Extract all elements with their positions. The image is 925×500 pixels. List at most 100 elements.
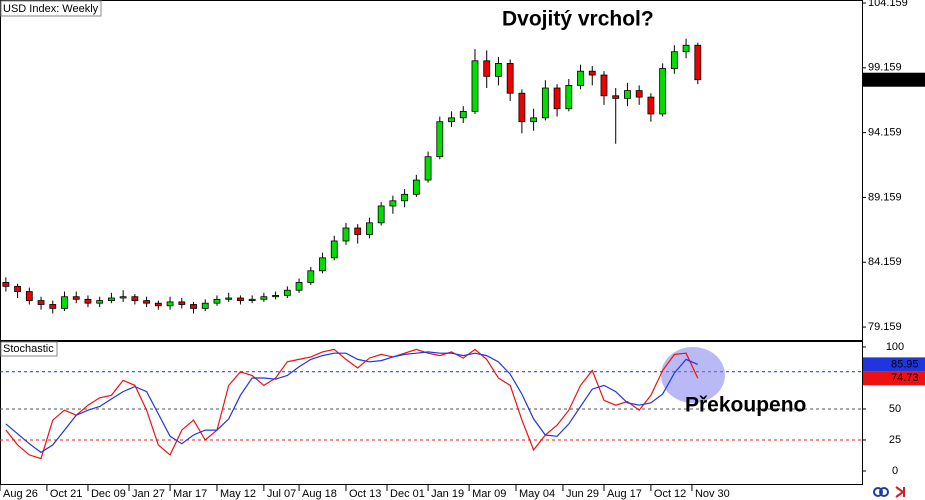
candle-body <box>166 301 174 307</box>
y-tick-label: 100 <box>886 341 904 353</box>
candle-body <box>225 297 233 300</box>
candle-body <box>600 74 608 97</box>
value-marker <box>863 371 925 386</box>
candle-body <box>495 62 502 77</box>
title-box <box>0 0 102 17</box>
candle-body <box>647 96 655 115</box>
candle-body <box>694 44 702 81</box>
candle-body <box>143 300 150 304</box>
annotation: Překoupeno <box>685 394 806 417</box>
toolbar-icons <box>873 486 905 498</box>
x-tick-label: Jan 19 <box>431 488 464 500</box>
panel-title: Stochastic <box>3 343 54 355</box>
candle-body <box>518 92 526 123</box>
x-tick-label: Nov 30 <box>695 488 730 500</box>
candle-body <box>624 90 631 99</box>
candle-body <box>659 68 667 115</box>
x-tick-label: Aug 18 <box>302 488 337 500</box>
x-tick-label: Mar 09 <box>472 488 506 500</box>
stochastic-line <box>5 348 699 460</box>
x-tick-label: May 04 <box>519 488 555 500</box>
x-tick-label: Oct 12 <box>654 488 686 500</box>
candle-body <box>283 289 291 296</box>
icon[interactable] <box>873 487 883 497</box>
y-tick-label: 50 <box>889 403 901 415</box>
candle-body <box>248 298 256 301</box>
y-tick-label: 79.159 <box>868 321 902 333</box>
candle-body <box>389 200 397 207</box>
candle-body <box>307 270 315 283</box>
x-tick-label: May 12 <box>220 488 256 500</box>
y-tick-label: 99.159 <box>868 62 902 74</box>
candle-body <box>366 222 373 235</box>
value-marker <box>863 357 925 372</box>
candle-body <box>354 227 362 235</box>
candle-body <box>131 296 139 301</box>
price-panel <box>0 0 863 341</box>
candle-body <box>119 296 127 299</box>
price-marker <box>863 72 925 87</box>
candle-body <box>272 295 280 298</box>
x-tick-label: Aug 26 <box>3 488 38 500</box>
candle-body <box>49 304 57 309</box>
y-tick-label: 94.159 <box>868 127 902 139</box>
candle-body <box>213 298 221 304</box>
candle-body <box>424 156 432 181</box>
candle-body <box>260 296 268 300</box>
candle-body <box>530 117 538 123</box>
value-marker-label: 85.95 <box>891 358 919 370</box>
x-tick-label: Jul 07 <box>267 488 296 500</box>
candle-body <box>25 291 33 301</box>
candle-body <box>682 44 690 53</box>
candle-body <box>178 301 186 305</box>
x-tick-label: Aug 17 <box>607 488 642 500</box>
candle-body <box>154 302 162 307</box>
highlight-ellipse <box>661 347 725 403</box>
candle-body <box>72 296 80 300</box>
candle-body <box>635 90 643 98</box>
candle-body <box>483 60 491 77</box>
candle-body <box>37 300 45 305</box>
candle-body <box>412 179 420 195</box>
y-tick-label: 104.159 <box>868 0 908 9</box>
price-marker-label: 98.240 <box>873 74 907 86</box>
candle-body <box>108 297 115 301</box>
y-tick-label: 89.159 <box>868 191 902 203</box>
candle-body <box>190 304 197 309</box>
candle-body <box>295 282 303 291</box>
candle-body <box>459 110 467 119</box>
x-tick-label: Mar 17 <box>173 488 207 500</box>
candle-body <box>319 257 326 272</box>
candle-body <box>84 298 92 304</box>
candle-body <box>588 70 596 76</box>
stochastic-line <box>5 351 699 454</box>
annotation: Dvojitý vrchol? <box>502 8 654 31</box>
candle-body <box>14 285 21 292</box>
candle-body <box>237 297 244 301</box>
chart-title: USD Index: Weekly <box>3 3 99 15</box>
candle-body <box>201 302 209 309</box>
icon[interactable] <box>879 487 889 497</box>
value-marker-label: 74.73 <box>891 372 919 384</box>
candle-body <box>342 227 350 242</box>
candle-body <box>577 70 584 86</box>
candle-body <box>2 282 10 287</box>
candle-body <box>436 121 444 158</box>
icon[interactable] <box>895 486 905 498</box>
x-tick-label: Jan 27 <box>132 488 165 500</box>
candle-body <box>330 240 338 259</box>
candle-body <box>612 95 620 99</box>
x-tick-label: Oct 21 <box>50 488 82 500</box>
candle-body <box>401 193 409 202</box>
candle-body <box>96 300 104 304</box>
candle-body <box>506 62 514 94</box>
candle-body <box>471 60 479 112</box>
x-tick-label: Jun 29 <box>566 488 599 500</box>
candle-body <box>448 117 455 123</box>
candle-body <box>377 205 385 224</box>
x-tick-label: Oct 13 <box>349 488 381 500</box>
candle-body <box>541 87 549 119</box>
y-tick-label: 84.159 <box>868 256 902 268</box>
